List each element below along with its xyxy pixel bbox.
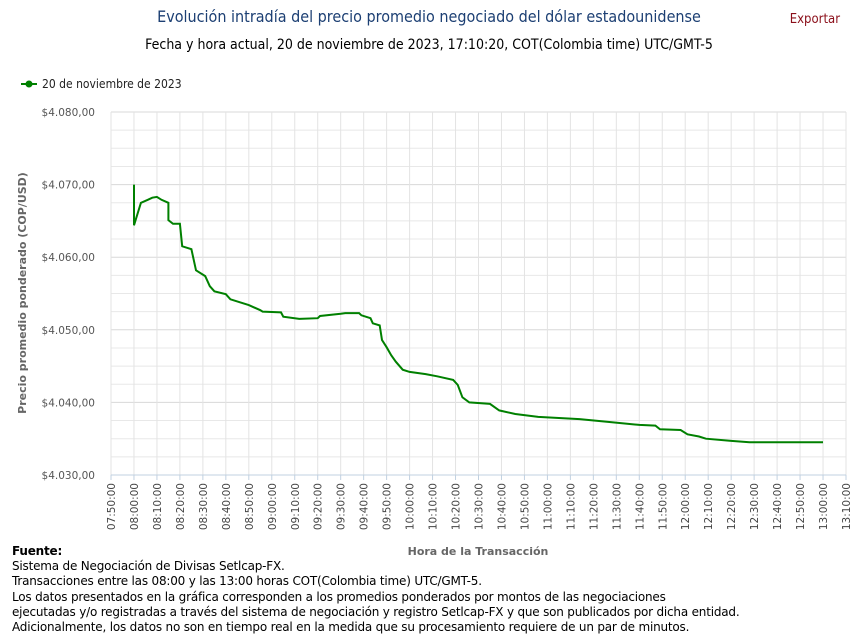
x-tick-label: 11:00:00 (542, 483, 554, 530)
x-tick-label: 10:10:00 (428, 483, 440, 530)
x-axis-title: Hora de la Transacción (408, 545, 549, 558)
x-tick-label: 11:40:00 (634, 483, 646, 530)
x-tick-label: 11:50:00 (657, 483, 669, 530)
x-tick-label: 09:50:00 (382, 483, 394, 530)
legend-line-marker-icon (21, 80, 37, 88)
x-tick-label: 07:50:00 (106, 483, 118, 530)
x-tick-label: 11:10:00 (565, 483, 577, 530)
y-axis-ticks: $4.030,00 $4.040,00 $4.050,00 $4.060,00 $4.0… (42, 107, 95, 482)
y-tick-label: $4.080,00 (42, 107, 95, 119)
x-tick-label: 08:10:00 (152, 483, 164, 530)
x-tick-label: 08:40:00 (221, 483, 233, 530)
chart-subtitle: Fecha y hora actual, 20 de noviembre de … (145, 37, 713, 53)
x-tick-label: 09:00:00 (267, 483, 279, 530)
footer-line: Sistema de Negociación de Divisas Setlca… (12, 559, 285, 574)
x-tick-label: 09:40:00 (359, 483, 371, 530)
y-tick-label: $4.060,00 (42, 252, 95, 264)
x-tick-label: 08:20:00 (175, 483, 187, 530)
x-tick-label: 08:30:00 (198, 483, 210, 530)
footer-line: Transacciones entre las 08:00 y las 13:0… (12, 574, 482, 589)
x-tick-label: 10:30:00 (474, 483, 486, 530)
x-tick-label: 12:50:00 (795, 483, 807, 530)
x-tick-label: 10:00:00 (405, 483, 417, 530)
x-tick-label: 10:40:00 (496, 483, 508, 530)
x-tick-label: 10:20:00 (451, 483, 463, 530)
x-tick-label: 11:20:00 (588, 483, 600, 530)
x-tick-label: 13:00:00 (818, 483, 830, 530)
x-tick-label: 12:20:00 (726, 483, 738, 530)
x-tick-label: 12:00:00 (680, 483, 692, 530)
footer-line: ejecutadas y/o registradas a través del … (12, 604, 740, 619)
x-tick-label: 13:10:00 (841, 483, 853, 530)
y-tick-label: $4.070,00 (42, 180, 95, 192)
x-tick-label: 12:40:00 (772, 483, 784, 530)
y-tick-label: $4.040,00 (42, 397, 95, 409)
y-tick-label: $4.050,00 (42, 325, 95, 337)
x-tick-label: 09:10:00 (290, 483, 302, 530)
chart-title: Evolución intradía del precio promedio n… (157, 7, 701, 26)
footer-notes: Fuente: Sistema de Negociación de Divisa… (12, 544, 740, 635)
x-tick-label: 12:10:00 (703, 483, 715, 530)
x-axis-ticks: 07:50:00 08:00:00 08:10:00 08:20:00 08:30:00… (106, 475, 853, 530)
export-button[interactable]: Exportar (789, 12, 840, 27)
footer-line: Los datos presentados en la gráfica corr… (12, 589, 666, 604)
x-tick-label: 10:50:00 (519, 483, 531, 530)
x-tick-label: 09:20:00 (313, 483, 325, 530)
legend-item[interactable]: 20 de noviembre de 2023 (20, 77, 182, 91)
footer-line: Adicionalmente, los datos no son en tiem… (12, 620, 690, 635)
legend-label: 20 de noviembre de 2023 (42, 77, 182, 91)
x-tick-label: 09:30:00 (336, 483, 348, 530)
y-tick-label: $4.030,00 (42, 470, 95, 482)
series-line[interactable] (133, 184, 823, 444)
source-label: Fuente: (12, 544, 63, 558)
x-tick-label: 08:00:00 (129, 483, 141, 530)
x-tick-label: 11:30:00 (611, 483, 623, 530)
x-tick-label: 08:50:00 (244, 483, 256, 530)
y-axis-title: Precio promedio ponderado (COP/USD) (16, 172, 29, 414)
chart-plot: $4.030,00 $4.040,00 $4.050,00 $4.060,00 $4.0… (16, 107, 853, 558)
x-tick-label: 12:30:00 (749, 483, 761, 530)
